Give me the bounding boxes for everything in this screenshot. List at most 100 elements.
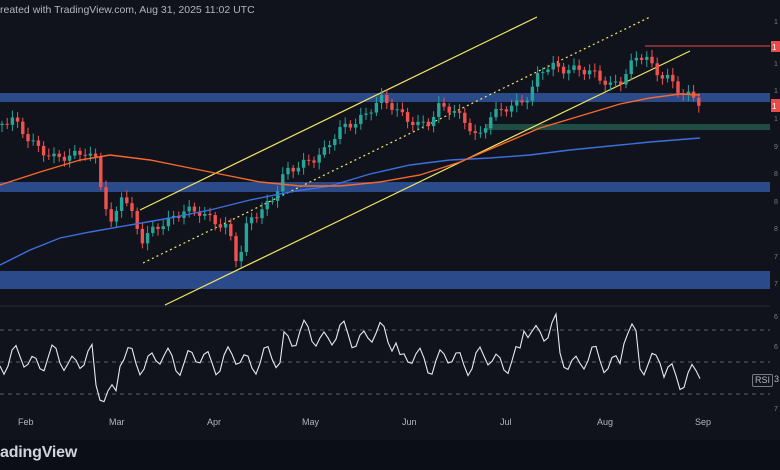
candle-body [660, 75, 665, 79]
candle-body [130, 203, 134, 212]
candle-body [504, 109, 509, 112]
candle-body [192, 206, 197, 212]
rsi-label: RSI [752, 374, 774, 387]
candle-body [634, 57, 639, 61]
candle-body [270, 200, 275, 202]
candle-body [686, 91, 691, 95]
candle-body [145, 232, 150, 244]
price-tag-resistance-label: 1 [772, 43, 777, 52]
candle-body [99, 156, 103, 188]
axis-fragment-11: 6 [774, 314, 778, 321]
candle-body [125, 197, 129, 204]
candle-body [327, 145, 332, 148]
candle-body [322, 147, 327, 155]
candle-body [452, 111, 457, 113]
candle-body [603, 80, 607, 85]
price-tag-current-label: 1 [772, 102, 777, 111]
channel-upper-line [139, 16, 538, 211]
candle-body [359, 114, 363, 125]
candle-body [83, 154, 87, 156]
candle-body [431, 116, 436, 127]
candle-body [395, 109, 399, 111]
candle-body [317, 154, 321, 163]
candle-body [587, 70, 592, 75]
axis-fragment-12: 6 [774, 344, 778, 351]
price-tag-current [771, 99, 780, 112]
ema-fast-line [0, 93, 701, 187]
candle-body [62, 156, 67, 161]
candle-body [67, 155, 72, 161]
candle-body [613, 81, 618, 83]
candle-body [161, 226, 165, 230]
axis-fragment-10: 7 [774, 281, 778, 288]
candle-body [515, 100, 519, 106]
candle-body [255, 217, 259, 219]
candle-body [463, 112, 467, 123]
candle-body [31, 140, 35, 142]
x-tick-may: May [302, 417, 320, 427]
candle-body [442, 103, 446, 107]
candle-body [187, 206, 191, 212]
candle-body [166, 217, 171, 227]
candle-body [525, 100, 529, 103]
axis-fragment-7: 8 [774, 199, 778, 206]
candle-body [645, 56, 649, 60]
support-zone-lower [0, 271, 770, 289]
candle-body [114, 210, 119, 222]
resistance-zone [0, 93, 770, 102]
candle-body [218, 224, 223, 228]
candle-body [676, 81, 680, 94]
candle-body [244, 223, 249, 252]
candle-body [88, 153, 93, 156]
candle-body [57, 153, 61, 157]
axis-fragment-1: 1 [774, 61, 778, 68]
x-tick-mar: Mar [109, 417, 125, 427]
candle-body [655, 63, 659, 76]
candle-body [333, 138, 337, 146]
candle-body [73, 150, 77, 156]
chart-attribution: reated with TradingView.com, Aug 31, 202… [0, 4, 255, 16]
support-zone-upper [0, 182, 770, 192]
axis-fragment-6: 8 [774, 171, 778, 178]
x-tick-jul: Jul [500, 417, 512, 427]
x-tick-apr: Apr [207, 417, 221, 427]
candle-body [520, 100, 524, 103]
x-tick-sep: Sep [695, 417, 711, 427]
candle-body [624, 74, 628, 85]
candle-body [416, 121, 420, 126]
axis-fragment-2: 1 [774, 88, 778, 95]
candle-body [551, 62, 555, 70]
candle-body [405, 112, 410, 122]
candle-body [598, 70, 602, 81]
demand-zone [485, 124, 770, 130]
candle-body [229, 223, 233, 237]
candle-body [379, 95, 384, 103]
rsi-value: 3 [774, 374, 780, 384]
candle-body [390, 103, 394, 110]
candle-body [10, 117, 15, 125]
candle-body [249, 217, 254, 224]
candle-body [499, 108, 503, 110]
candle-body [650, 56, 654, 64]
candle-body [15, 117, 20, 122]
candle-body [47, 155, 51, 157]
candle-body [629, 60, 633, 75]
candle-body [26, 134, 30, 142]
candle-body [561, 66, 566, 74]
candle-body [411, 121, 415, 126]
tradingview-logo[interactable]: radingView [0, 444, 78, 461]
candle-body [36, 140, 41, 146]
axis-fragment-9: 7 [774, 254, 778, 261]
channel-lower-line [164, 50, 691, 306]
candle-body [234, 236, 238, 262]
x-tick-jun: Jun [402, 417, 417, 427]
candle-body [546, 69, 550, 73]
candle-body [535, 73, 540, 87]
candle-body [312, 160, 316, 163]
x-tick-feb: Feb [18, 417, 34, 427]
axis-fragment-8: 8 [774, 226, 778, 233]
candle-body [286, 167, 290, 175]
candle-body [608, 82, 613, 85]
